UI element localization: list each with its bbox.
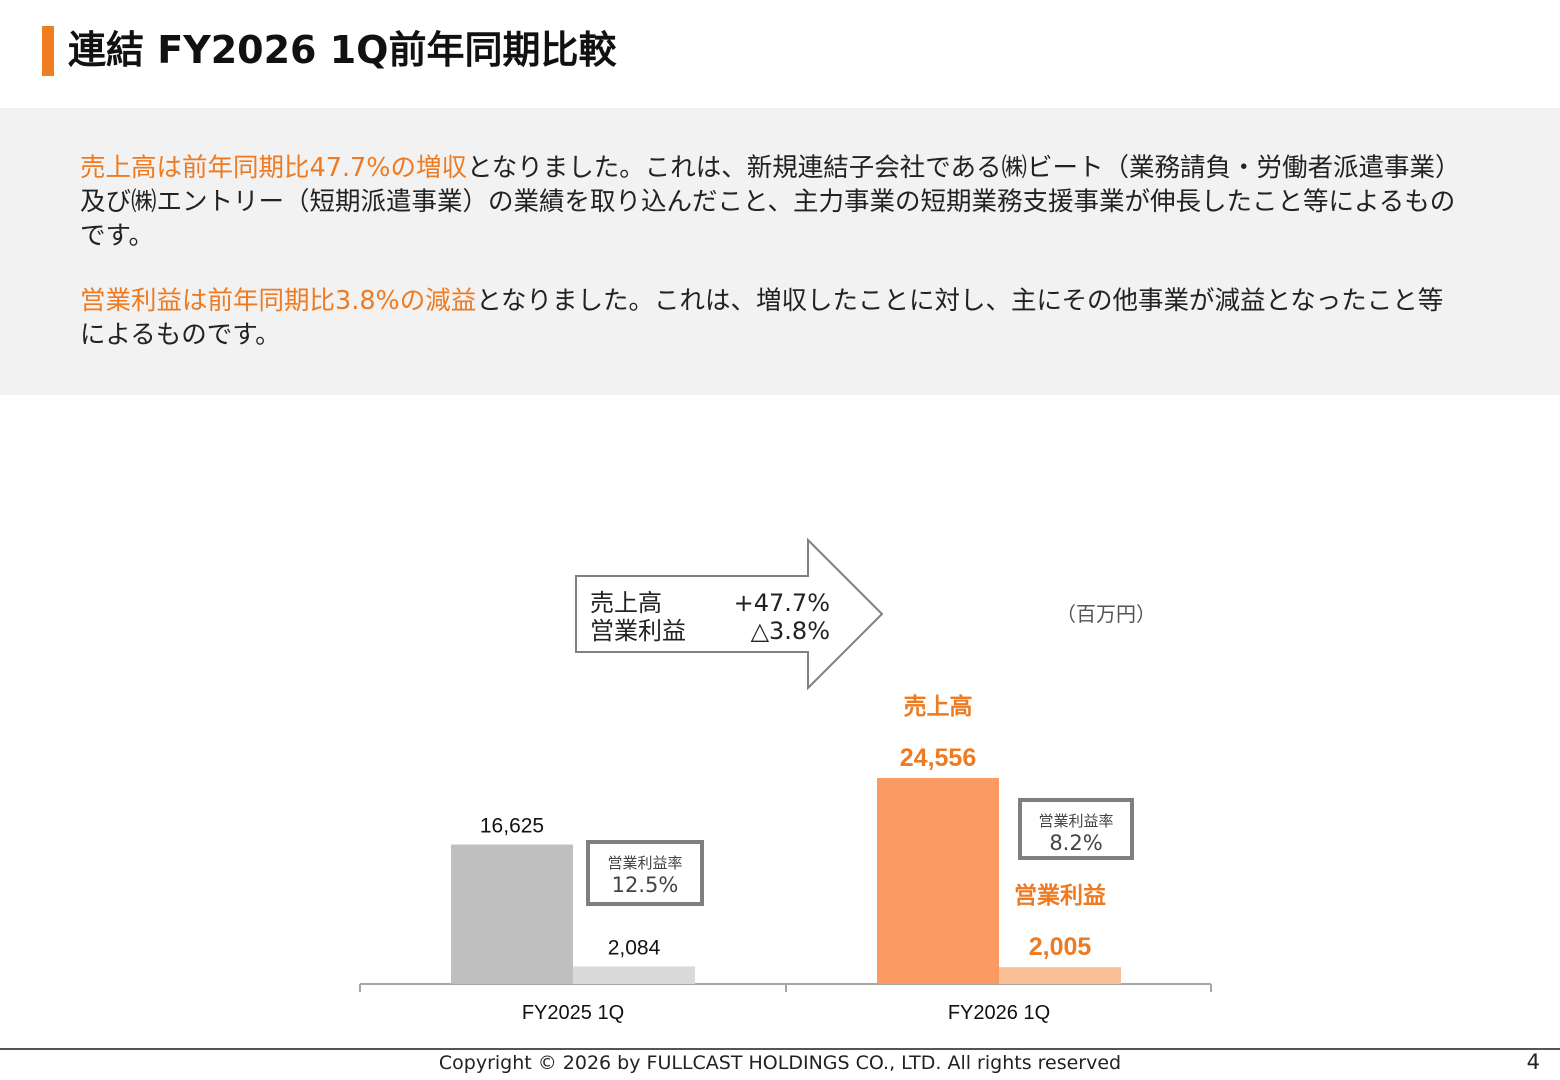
data-label-revenue-0: 16,625 [480,815,544,838]
margin-value-fy2026: 8.2% [1049,831,1103,855]
bar-operating-profit-1 [999,967,1121,984]
margin-value-fy2025: 12.5% [611,873,679,897]
profit-summary-paragraph: 営業利益は前年同期比3.8%の減益となりました。これは、増収したことに対し、主に… [80,284,1465,352]
margin-label: 営業利益率 [1038,812,1114,830]
arrow-shape [575,538,884,690]
margin-box-fy2025: 営業利益率 12.5% [586,840,704,906]
margin-label: 営業利益率 [607,854,683,872]
series-label-operating-profit: 営業利益 [1014,882,1106,909]
callout-profit-label: 営業利益 [590,617,686,645]
revenue-highlight: 売上高は前年同期比47.7%の増収 [80,153,468,183]
revenue-summary-text: となりました。これは、新規連結子会社である㈱ビート（業務請負・労働者派遣事業）及… [80,153,1461,251]
bar-operating-profit-0 [573,966,695,984]
page-title: 連結 FY2026 1Q前年同期比較 [68,28,617,72]
margin-box-fy2026: 営業利益率 8.2% [1018,798,1134,860]
footer-divider [0,1048,1560,1050]
series-label-revenue: 売上高 [904,693,973,720]
page-number: 4 [1526,1050,1540,1074]
bar-revenue-0 [451,844,573,984]
growth-callout-arrow: 売上高 +47.7% 営業利益 △3.8% [574,538,886,690]
copyright-text: Copyright © 2026 by FULLCAST HOLDINGS CO… [438,1052,1122,1074]
callout-revenue-value: +47.7% [733,589,830,617]
data-label-revenue-1: 24,556 [900,744,976,772]
category-label-0: FY2025 1Q [522,1002,624,1024]
profit-summary-text: となりました。これは、増収したことに対し、主にその他事業が減益となったこと等によ… [80,286,1444,350]
unit-label: （百万円） [1056,602,1156,626]
callout-profit-value: △3.8% [750,617,830,645]
title-accent-bar [42,26,54,76]
profit-highlight: 営業利益は前年同期比3.8%の減益 [80,286,477,316]
summary-box: 売上高は前年同期比47.7%の増収となりました。これは、新規連結子会社である㈱ビ… [0,108,1560,395]
comparison-bar-chart: 16,625 2,084 FY2025 1Q 24,556 売上高 2,005 営業利益 FY… [359,693,1212,1024]
bar-revenue-1 [877,778,999,984]
category-label-1: FY2026 1Q [948,1002,1050,1024]
data-label-operating-profit-0: 2,084 [608,937,661,960]
callout-revenue-label: 売上高 [590,589,662,617]
data-label-operating-profit-1: 2,005 [1029,933,1092,961]
revenue-summary-paragraph: 売上高は前年同期比47.7%の増収となりました。これは、新規連結子会社である㈱ビ… [80,151,1465,253]
